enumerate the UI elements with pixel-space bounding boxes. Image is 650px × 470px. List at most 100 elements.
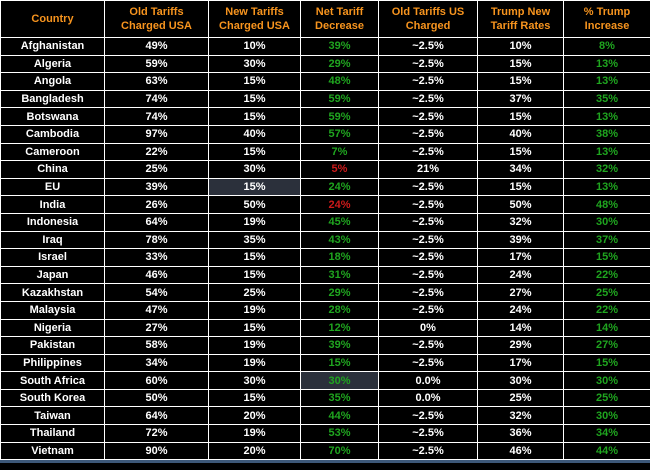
cell-net-decrease[interactable]: 35% [300,388,379,408]
cell-old-us-charged[interactable]: ~2.5% [378,107,478,126]
header-old-tariffs-us[interactable]: Old Tariffs US Charged [378,0,478,38]
cell-new-usa[interactable]: 30% [208,371,301,390]
cell-old-us-charged[interactable]: ~2.5% [378,142,478,162]
cell-trump-increase[interactable]: 15% [563,248,650,267]
cell-old-us-charged[interactable]: 0% [378,318,478,338]
cell-old-us-charged[interactable]: ~2.5% [378,230,478,250]
cell-trump-rate[interactable]: 17% [477,353,564,373]
cell-old-usa[interactable]: 49% [104,37,209,56]
cell-old-usa[interactable]: 26% [104,195,209,214]
header-new-tariffs-usa[interactable]: New Tariffs Charged USA [208,0,301,38]
cell-new-usa[interactable]: 15% [208,177,301,197]
cell-net-decrease[interactable]: 7% [300,142,379,162]
cell-trump-increase[interactable]: 34% [563,424,650,443]
cell-trump-rate[interactable]: 37% [477,89,564,109]
cell-country[interactable]: China [0,160,105,179]
cell-country[interactable]: Cameroon [0,142,105,162]
cell-trump-increase[interactable]: 30% [563,212,650,232]
cell-net-decrease[interactable]: 24% [300,177,379,197]
cell-new-usa[interactable]: 25% [208,283,301,302]
cell-new-usa[interactable]: 20% [208,406,301,426]
cell-trump-increase[interactable]: 13% [563,142,650,162]
cell-new-usa[interactable]: 15% [208,265,301,285]
cell-trump-rate[interactable]: 15% [477,72,564,91]
cell-trump-increase[interactable]: 22% [563,265,650,285]
cell-old-us-charged[interactable]: ~2.5% [378,300,478,320]
cell-country[interactable]: Cambodia [0,124,105,144]
cell-old-us-charged[interactable]: ~2.5% [378,441,478,461]
cell-new-usa[interactable]: 15% [208,107,301,126]
cell-old-us-charged[interactable]: ~2.5% [378,424,478,443]
cell-old-us-charged[interactable]: ~2.5% [378,406,478,426]
cell-trump-increase[interactable]: 48% [563,195,650,214]
cell-net-decrease[interactable]: 44% [300,406,379,426]
cell-new-usa[interactable]: 19% [208,353,301,373]
cell-new-usa[interactable]: 40% [208,124,301,144]
cell-net-decrease[interactable]: 28% [300,300,379,320]
cell-trump-rate[interactable]: 15% [477,177,564,197]
cell-country[interactable]: Kazakhstan [0,283,105,302]
cell-old-us-charged[interactable]: ~2.5% [378,353,478,373]
cell-net-decrease[interactable]: 70% [300,441,379,461]
cell-net-decrease[interactable]: 59% [300,89,379,109]
cell-trump-increase[interactable]: 35% [563,89,650,109]
cell-old-us-charged[interactable]: ~2.5% [378,283,478,302]
cell-new-usa[interactable]: 15% [208,248,301,267]
cell-trump-rate[interactable]: 46% [477,441,564,461]
cell-old-usa[interactable]: 27% [104,318,209,338]
header-country[interactable]: Country [0,0,105,38]
cell-trump-rate[interactable]: 15% [477,54,564,74]
cell-old-us-charged[interactable]: ~2.5% [378,89,478,109]
cell-trump-increase[interactable]: 27% [563,336,650,355]
cell-trump-increase[interactable]: 14% [563,318,650,338]
header-net-decrease[interactable]: Net Tariff Decrease [300,0,379,38]
cell-old-us-charged[interactable]: ~2.5% [378,336,478,355]
cell-old-usa[interactable]: 63% [104,72,209,91]
cell-net-decrease[interactable]: 48% [300,72,379,91]
cell-old-usa[interactable]: 97% [104,124,209,144]
cell-trump-increase[interactable]: 38% [563,124,650,144]
cell-country[interactable]: Afghanistan [0,37,105,56]
cell-trump-rate[interactable]: 40% [477,124,564,144]
cell-new-usa[interactable]: 19% [208,336,301,355]
cell-trump-rate[interactable]: 27% [477,283,564,302]
cell-old-usa[interactable]: 47% [104,300,209,320]
cell-trump-increase[interactable]: 37% [563,230,650,250]
cell-trump-rate[interactable]: 17% [477,248,564,267]
cell-country[interactable]: South Korea [0,388,105,408]
cell-trump-rate[interactable]: 24% [477,300,564,320]
header-trump-increase[interactable]: % Trump Increase [563,0,650,38]
cell-old-us-charged[interactable]: ~2.5% [378,72,478,91]
cell-trump-rate[interactable]: 10% [477,37,564,56]
cell-new-usa[interactable]: 35% [208,230,301,250]
cell-trump-increase[interactable]: 44% [563,441,650,461]
cell-country[interactable]: Thailand [0,424,105,443]
cell-new-usa[interactable]: 15% [208,89,301,109]
cell-trump-rate[interactable]: 34% [477,160,564,179]
cell-old-us-charged[interactable]: ~2.5% [378,124,478,144]
cell-net-decrease[interactable]: 39% [300,37,379,56]
cell-country[interactable]: Nigeria [0,318,105,338]
cell-trump-rate[interactable]: 15% [477,142,564,162]
cell-old-usa[interactable]: 74% [104,107,209,126]
cell-new-usa[interactable]: 15% [208,72,301,91]
cell-country[interactable]: Bangladesh [0,89,105,109]
cell-country[interactable]: Angola [0,72,105,91]
cell-trump-increase[interactable]: 8% [563,37,650,56]
cell-trump-increase[interactable]: 13% [563,72,650,91]
cell-old-usa[interactable]: 39% [104,177,209,197]
cell-trump-rate[interactable]: 32% [477,212,564,232]
cell-net-decrease[interactable]: 59% [300,107,379,126]
cell-old-usa[interactable]: 46% [104,265,209,285]
cell-new-usa[interactable]: 30% [208,160,301,179]
cell-net-decrease[interactable]: 53% [300,424,379,443]
cell-old-usa[interactable]: 72% [104,424,209,443]
cell-old-usa[interactable]: 25% [104,160,209,179]
cell-net-decrease[interactable]: 45% [300,212,379,232]
cell-old-usa[interactable]: 59% [104,54,209,74]
cell-country[interactable]: Japan [0,265,105,285]
cell-trump-increase[interactable]: 22% [563,300,650,320]
cell-net-decrease[interactable]: 29% [300,54,379,74]
cell-country[interactable]: Pakistan [0,336,105,355]
cell-trump-rate[interactable]: 50% [477,195,564,214]
